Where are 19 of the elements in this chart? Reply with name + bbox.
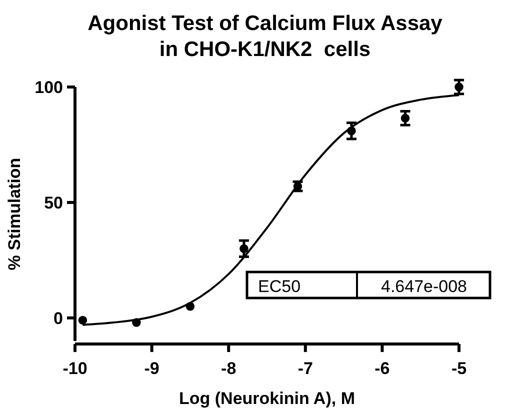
annotation: 4.647e-008 <box>380 277 468 296</box>
point <box>454 82 464 92</box>
x-tick-label: -5 <box>451 359 467 378</box>
y-tick-label: 50 <box>44 193 63 212</box>
point <box>240 244 248 253</box>
y-axis-title: % Stimulation <box>5 158 24 270</box>
y-tick-label: 0 <box>54 308 63 328</box>
x-tick-label: -7 <box>298 359 313 378</box>
x-tick-label: -10 <box>62 359 88 378</box>
x-tick-label: -8 <box>221 359 236 378</box>
point <box>400 114 410 123</box>
x-axis-title: Log (Neurokinin A), M <box>179 389 355 408</box>
ec50-table: EC50 4.647e-008 <box>246 270 492 300</box>
point <box>78 316 88 325</box>
chart-title: Agonist Test of Calcium Flux Assay in CHO-K1/NK2 cells <box>88 12 443 61</box>
x-tick-label: -6 <box>374 359 390 378</box>
x-tick-label: -9 <box>144 359 160 378</box>
y-tick-label: 100 <box>34 78 63 97</box>
annotation: EC50 <box>258 277 301 296</box>
